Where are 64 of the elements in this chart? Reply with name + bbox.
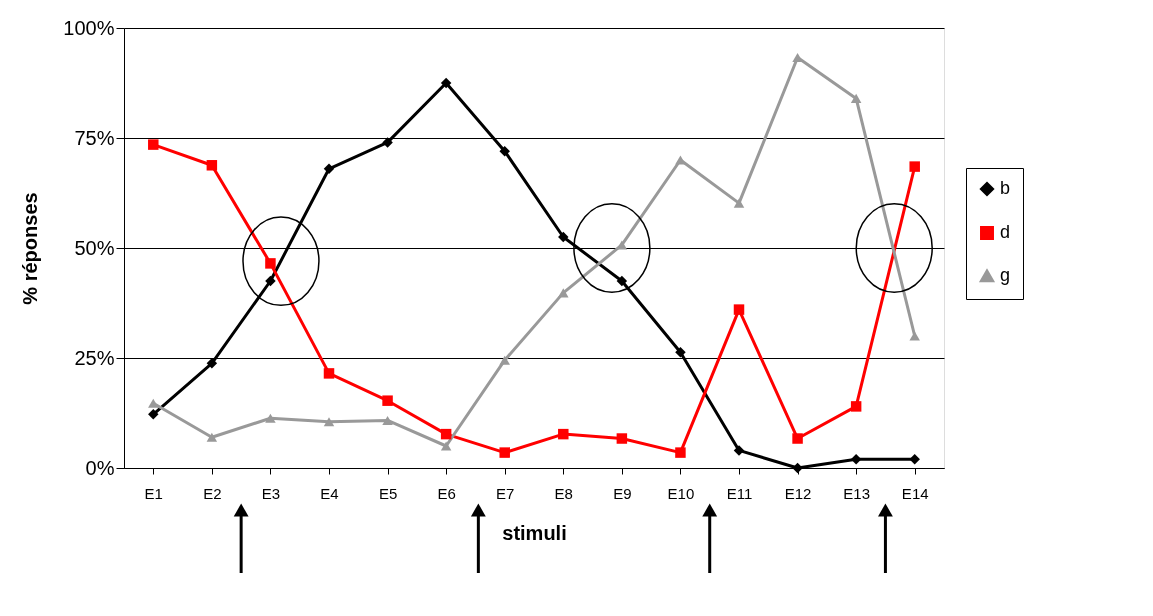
x-axis-title: stimuli [502, 521, 567, 544]
legend-label: d [1000, 222, 1011, 242]
x-tick-label: E6 [437, 484, 456, 502]
legend-label: b [1000, 178, 1011, 198]
point [148, 409, 159, 420]
point [909, 161, 920, 172]
point [850, 93, 862, 103]
point [499, 355, 510, 365]
point [675, 347, 686, 358]
point [206, 160, 218, 171]
point [792, 462, 803, 474]
x-tick-label: E1 [144, 484, 163, 502]
x-tick-label: E13 [843, 484, 870, 502]
point [733, 304, 745, 315]
point [440, 77, 452, 89]
y-tick-label: 50% [74, 236, 115, 259]
point [382, 415, 393, 426]
x-tick-label: E14 [901, 484, 929, 502]
point [499, 145, 510, 157]
point [323, 163, 335, 175]
point [909, 331, 920, 341]
point [206, 358, 218, 369]
point [558, 428, 569, 440]
x-tick-label: E9 [613, 484, 632, 502]
point [616, 275, 628, 287]
point [382, 395, 393, 406]
y-axis-title: % réponses [19, 192, 42, 305]
point [265, 413, 276, 423]
point [148, 398, 159, 408]
point [675, 155, 686, 165]
y-tick-label: 25% [74, 346, 115, 369]
point [909, 453, 920, 465]
point [382, 137, 393, 148]
point [206, 432, 218, 442]
x-tick-label: E11 [726, 484, 753, 502]
x-tick-label: E12 [784, 484, 812, 502]
point [733, 198, 745, 208]
point [733, 445, 745, 456]
x-tick-label: E3 [261, 484, 281, 502]
x-tick-label: E7 [496, 484, 515, 502]
y-tick-label: 0% [85, 456, 115, 479]
point [265, 275, 276, 287]
point [148, 139, 159, 150]
point [440, 441, 452, 451]
legend-label: g [1000, 265, 1011, 285]
point [265, 258, 276, 269]
point [675, 447, 686, 458]
point [616, 433, 628, 444]
x-tick-label: E5 [378, 484, 398, 502]
point [323, 417, 335, 427]
x-tick-label: E4 [320, 484, 339, 502]
x-tick-label: E10 [667, 484, 695, 502]
point [850, 401, 862, 412]
point [558, 231, 569, 243]
x-tick-label: E8 [554, 484, 573, 502]
point [499, 447, 510, 458]
point [558, 288, 569, 298]
y-tick-label: 75% [74, 126, 115, 149]
point [850, 453, 862, 465]
y-tick-label: 100% [63, 16, 115, 39]
x-tick-label: E2 [203, 484, 222, 502]
point [792, 433, 803, 444]
point [323, 368, 335, 379]
point [440, 428, 452, 440]
